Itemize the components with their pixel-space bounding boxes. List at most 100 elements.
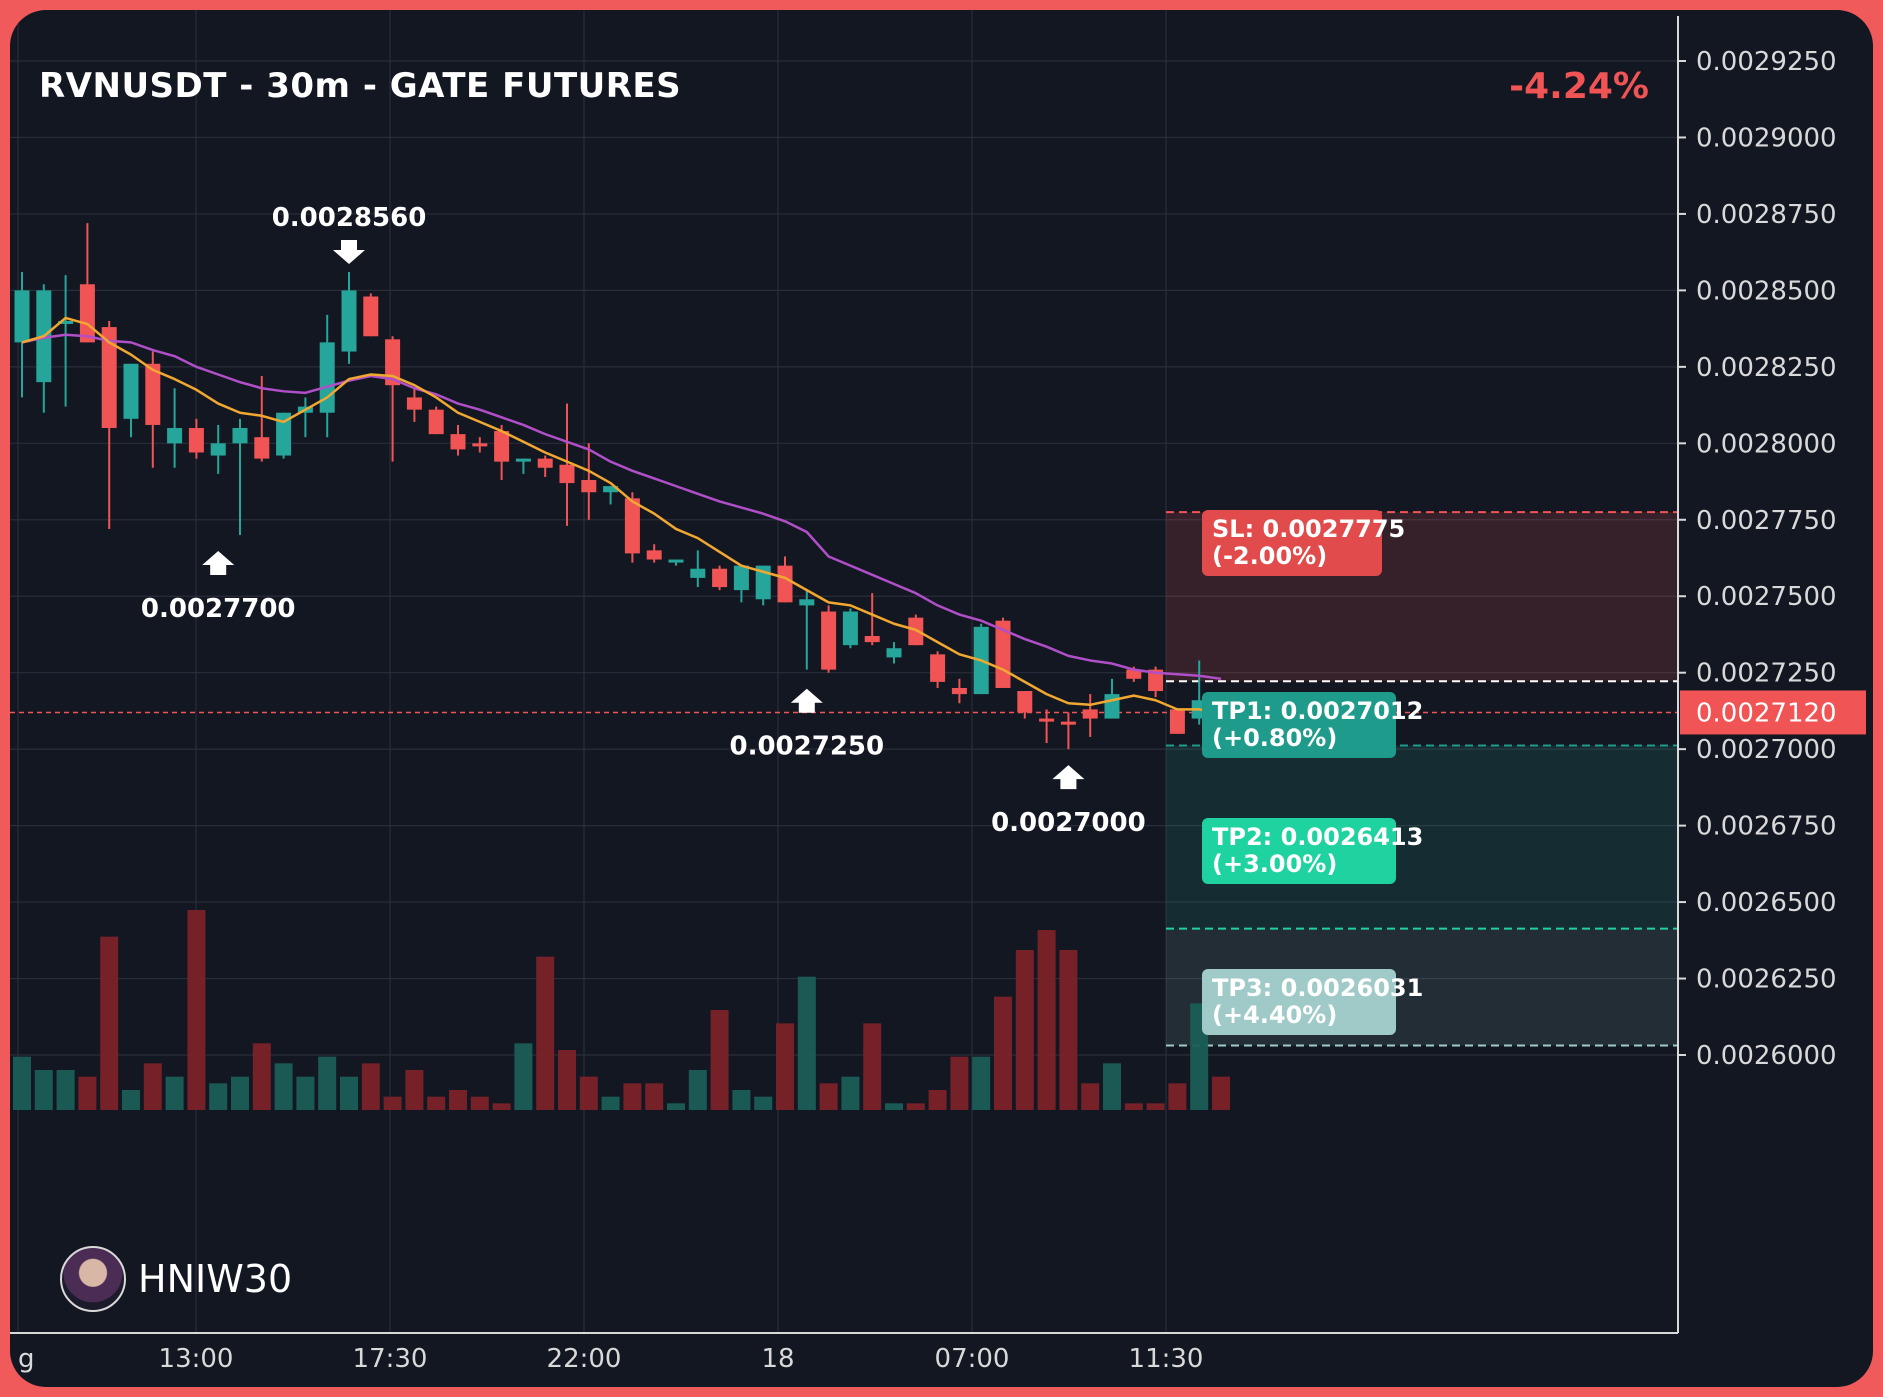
candle-bull	[14, 290, 30, 343]
candle-bear	[385, 339, 401, 386]
y-tick-label: 0.0027500	[1696, 582, 1837, 612]
y-tick-label: 0.0029000	[1696, 123, 1837, 153]
volume-bar	[122, 1090, 140, 1110]
volume-bar	[405, 1070, 424, 1110]
candle-bull	[690, 568, 706, 578]
x-tick-label: 07:00	[935, 1344, 1010, 1374]
candle-bear	[145, 363, 161, 425]
y-tick-label: 0.0028750	[1696, 200, 1837, 230]
ma-slow-line	[21, 333, 1222, 681]
volume-bar	[558, 1050, 576, 1110]
volume-bar	[667, 1103, 685, 1110]
brand: HNIW30	[60, 1246, 292, 1312]
tp3-label: TP3: 0.0026031 (+4.40%)	[1202, 969, 1423, 1036]
marker-arrow-icon	[202, 551, 235, 576]
candle-bear	[472, 443, 488, 447]
volume-bar	[34, 1070, 53, 1110]
volume-bar	[797, 976, 816, 1110]
candle-bull	[515, 458, 531, 462]
price-change: -4.24%	[1509, 66, 1649, 107]
x-tick-label: 22:00	[547, 1344, 622, 1374]
candle-bull	[603, 486, 619, 493]
candle-bull	[58, 320, 74, 324]
volume-bar	[56, 1070, 75, 1110]
chart-title: RVNUSDT - 30m - GATE FUTURES	[39, 66, 682, 106]
volume-bar	[100, 936, 119, 1110]
y-tick-label: 0.0027750	[1696, 506, 1837, 536]
candle-bear	[79, 284, 95, 343]
ma-fast-line	[21, 316, 1222, 716]
marker-label: 0.0028560	[272, 203, 427, 233]
candle-bear	[951, 687, 967, 695]
volume-bar	[841, 1076, 860, 1110]
volume-bar	[492, 1103, 511, 1110]
volume-bar	[536, 956, 555, 1110]
candle-bull	[668, 559, 684, 563]
candle-bear	[1017, 691, 1033, 713]
marker-label: 0.0027700	[141, 594, 296, 624]
y-tick-label: 0.0028250	[1696, 353, 1837, 383]
marker-label: 0.0027000	[991, 808, 1146, 838]
volume-bar	[645, 1083, 664, 1110]
candle-bear	[624, 498, 640, 554]
volume-bar	[1059, 950, 1078, 1110]
current-price-label: 0.0027120	[1696, 698, 1837, 728]
marker-arrow-icon	[1052, 765, 1085, 790]
volume-bar	[1212, 1076, 1230, 1110]
current-price-tag	[1680, 690, 1866, 735]
candle-bull	[886, 648, 902, 658]
candle-bear	[930, 654, 946, 682]
volume-bar	[470, 1096, 489, 1110]
x-tick-label: 11:30	[1129, 1344, 1204, 1374]
sl-label: SL: 0.0027775 (-2.00%)	[1202, 509, 1405, 576]
volume-bar	[928, 1090, 947, 1110]
candle-bull	[1104, 694, 1120, 719]
volume-bar	[623, 1083, 642, 1110]
volume-bar	[187, 910, 206, 1110]
candle-bear	[908, 617, 924, 646]
candle-bull	[733, 565, 749, 591]
tp1-label: TP1: 0.0027012 (+0.80%)	[1202, 692, 1423, 759]
volume-bar	[1015, 950, 1034, 1110]
candle-bear	[559, 464, 575, 484]
candle-bear	[537, 458, 553, 468]
y-tick-label: 0.0027250	[1696, 659, 1837, 689]
candle-bull	[842, 611, 858, 646]
volume-bar	[1103, 1063, 1121, 1110]
volume-bar	[601, 1096, 620, 1110]
candle-bear	[406, 397, 422, 410]
y-tick-label: 0.0028000	[1696, 429, 1837, 459]
y-tick-label: 0.0026500	[1696, 888, 1837, 918]
volume-bar	[340, 1076, 358, 1110]
volume-bar	[994, 996, 1012, 1110]
volume-bar	[579, 1076, 598, 1110]
x-tick-label: 18	[761, 1344, 794, 1374]
volume-bar	[231, 1076, 249, 1110]
candle-bear	[450, 434, 466, 450]
volume-bar	[274, 1063, 293, 1110]
candle-bear	[1039, 718, 1055, 722]
volume-bar	[950, 1056, 969, 1110]
price-chart[interactable]: 0.0028560 0.0027700 0.0027250 0.0027000 0.00…	[10, 10, 1873, 1387]
volume-bar	[514, 1043, 533, 1110]
chart-frame: 0.0028560 0.0027700 0.0027250 0.0027000 0.00…	[10, 10, 1873, 1387]
y-tick-label: 0.0028500	[1696, 276, 1837, 306]
tp2-label: TP2: 0.0026413 (+3.00%)	[1202, 818, 1423, 885]
volume-bar	[819, 1083, 838, 1110]
candle-bull	[799, 599, 815, 606]
volume-bar	[688, 1070, 707, 1110]
x-tick-label: 17:30	[353, 1344, 428, 1374]
volume-bar	[318, 1056, 337, 1110]
candle-bear	[101, 327, 117, 429]
volume-bar	[972, 1056, 991, 1110]
candle-bull	[341, 290, 357, 352]
volume-bar	[427, 1096, 446, 1110]
candle-bear	[1082, 709, 1098, 719]
marker-arrow-icon	[333, 240, 365, 265]
volume-bar	[732, 1090, 751, 1110]
candle-bull	[232, 428, 248, 444]
y-tick-label: 0.0027000	[1696, 735, 1837, 765]
candle-bear	[494, 431, 510, 462]
candle-bear	[188, 428, 204, 453]
volume-bar	[1037, 930, 1056, 1110]
